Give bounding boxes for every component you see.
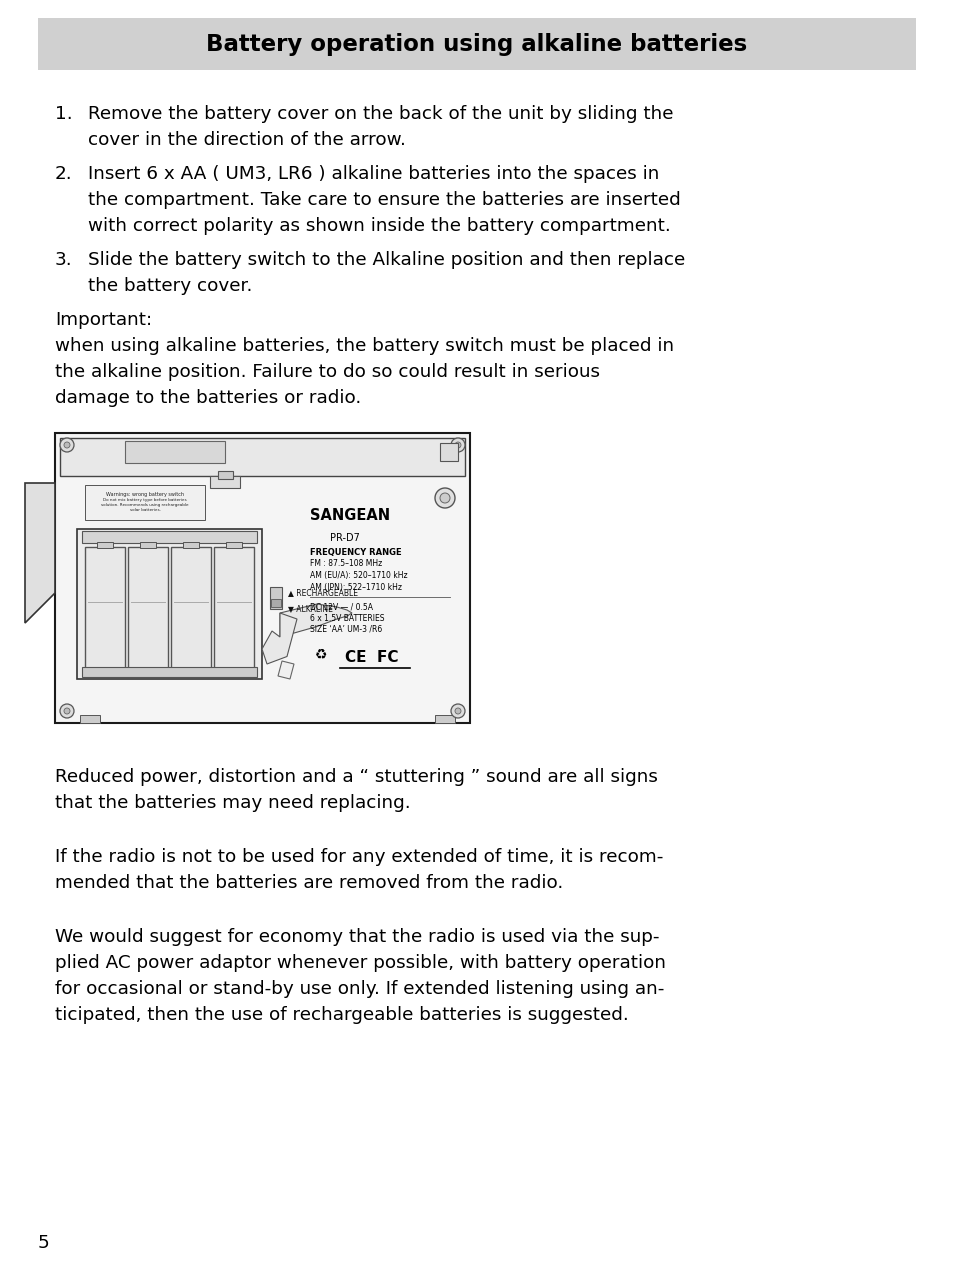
Text: FREQUENCY RANGE: FREQUENCY RANGE <box>310 548 401 557</box>
Circle shape <box>455 441 460 448</box>
Text: when using alkaline batteries, the battery switch must be placed in: when using alkaline batteries, the batte… <box>55 337 674 355</box>
Circle shape <box>439 494 450 502</box>
Bar <box>85 547 125 669</box>
Circle shape <box>451 438 464 452</box>
Text: the compartment. Take care to ensure the batteries are inserted: the compartment. Take care to ensure the… <box>88 191 680 209</box>
Text: Important:: Important: <box>55 310 152 329</box>
Text: ▲ RECHARGEABLE: ▲ RECHARGEABLE <box>288 589 357 598</box>
Bar <box>82 667 256 677</box>
Bar <box>213 547 253 669</box>
Bar <box>125 441 225 463</box>
Text: solution. Recommends using rechargeable: solution. Recommends using rechargeable <box>101 502 189 508</box>
Circle shape <box>451 703 464 717</box>
Bar <box>226 542 242 548</box>
Bar <box>140 542 156 548</box>
Text: ▼ ALKALINE: ▼ ALKALINE <box>288 604 333 613</box>
Polygon shape <box>277 661 294 679</box>
Bar <box>85 485 205 520</box>
Text: AM (EU/A): 520–1710 kHz: AM (EU/A): 520–1710 kHz <box>310 571 407 580</box>
Bar <box>97 542 112 548</box>
Bar <box>218 471 233 480</box>
Text: that the batteries may need replacing.: that the batteries may need replacing. <box>55 794 410 812</box>
Bar <box>55 432 470 722</box>
Bar <box>183 542 199 548</box>
Circle shape <box>64 709 70 714</box>
Text: ♻: ♻ <box>314 647 327 661</box>
Text: with correct polarity as shown inside the battery compartment.: with correct polarity as shown inside th… <box>88 218 670 235</box>
Bar <box>439 443 457 460</box>
Text: damage to the batteries or radio.: damage to the batteries or radio. <box>55 389 361 407</box>
Text: 3.: 3. <box>55 251 72 268</box>
Text: Do not mix battery type before batteries: Do not mix battery type before batteries <box>103 499 187 502</box>
Text: Warnings: wrong battery switch: Warnings: wrong battery switch <box>106 492 184 497</box>
Circle shape <box>435 488 455 508</box>
Text: 5: 5 <box>38 1234 50 1252</box>
Bar <box>80 715 100 722</box>
Text: SIZE ‘AA’ UM-3 /R6: SIZE ‘AA’ UM-3 /R6 <box>310 625 382 633</box>
Polygon shape <box>25 483 55 623</box>
Bar <box>271 599 281 607</box>
Circle shape <box>60 703 74 717</box>
Text: for occasional or stand-by use only. If extended listening using an-: for occasional or stand-by use only. If … <box>55 979 663 999</box>
Text: Insert 6 x AA ( UM3, LR6 ) alkaline batteries into the spaces in: Insert 6 x AA ( UM3, LR6 ) alkaline batt… <box>88 165 659 183</box>
Text: 2.: 2. <box>55 165 72 183</box>
Bar <box>210 476 240 488</box>
Text: Slide the battery switch to the Alkaline position and then replace: Slide the battery switch to the Alkaline… <box>88 251 684 268</box>
Circle shape <box>455 709 460 714</box>
Text: If the radio is not to be used for any extended of time, it is recom-: If the radio is not to be used for any e… <box>55 848 662 866</box>
Polygon shape <box>262 613 296 664</box>
Text: Battery operation using alkaline batteries: Battery operation using alkaline batteri… <box>206 33 747 56</box>
Text: solar batteries.: solar batteries. <box>130 508 160 513</box>
Bar <box>128 547 168 669</box>
Circle shape <box>64 441 70 448</box>
Bar <box>60 438 464 476</box>
Text: 1.: 1. <box>55 106 72 123</box>
Text: Reduced power, distortion and a “ stuttering ” sound are all signs: Reduced power, distortion and a “ stutte… <box>55 768 658 786</box>
Bar <box>435 715 455 722</box>
Text: mended that the batteries are removed from the radio.: mended that the batteries are removed fr… <box>55 874 562 892</box>
Text: the alkaline position. Failure to do so could result in serious: the alkaline position. Failure to do so … <box>55 363 599 382</box>
Text: 6 x 1.5V BATTERIES: 6 x 1.5V BATTERIES <box>310 614 384 623</box>
Bar <box>82 530 256 543</box>
Bar <box>77 529 262 679</box>
Bar <box>38 18 915 70</box>
Text: PR-D7: PR-D7 <box>330 533 359 543</box>
Bar <box>270 586 282 608</box>
Bar <box>171 547 211 669</box>
Text: DC 12V — / 0.5A: DC 12V — / 0.5A <box>310 603 373 612</box>
Text: Remove the battery cover on the back of the unit by sliding the: Remove the battery cover on the back of … <box>88 106 673 123</box>
Text: FM : 87.5–108 MHz: FM : 87.5–108 MHz <box>310 558 382 569</box>
Text: AM (JPN): 522–1710 kHz: AM (JPN): 522–1710 kHz <box>310 583 401 591</box>
Text: SANGEAN: SANGEAN <box>310 508 390 523</box>
Circle shape <box>60 438 74 452</box>
Text: the battery cover.: the battery cover. <box>88 277 253 295</box>
Text: plied AC power adaptor whenever possible, with battery operation: plied AC power adaptor whenever possible… <box>55 954 665 972</box>
Polygon shape <box>280 604 352 637</box>
Text: CE  FC: CE FC <box>345 650 398 665</box>
Text: We would suggest for economy that the radio is used via the sup-: We would suggest for economy that the ra… <box>55 929 659 946</box>
Text: ticipated, then the use of rechargeable batteries is suggested.: ticipated, then the use of rechargeable … <box>55 1006 628 1024</box>
Text: cover in the direction of the arrow.: cover in the direction of the arrow. <box>88 131 405 149</box>
